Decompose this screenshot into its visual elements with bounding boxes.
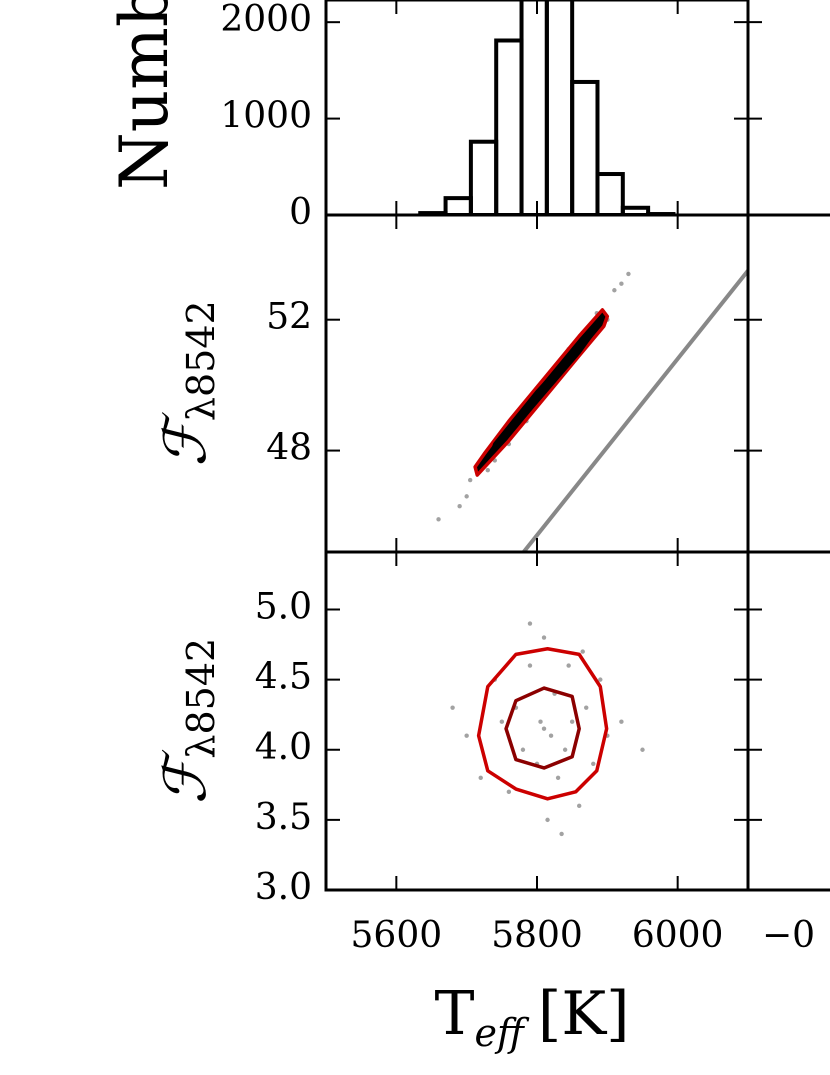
scatter-point xyxy=(584,705,589,710)
plot-area xyxy=(450,621,645,837)
y-tick-label: 52 xyxy=(266,297,312,338)
histogram-bar xyxy=(570,79,600,215)
right-x-tick-label: −0 xyxy=(762,915,815,956)
y-axis-label: ℱλ8542 xyxy=(151,638,222,804)
plot-area xyxy=(436,269,748,552)
y-tick-label: 4.0 xyxy=(255,727,312,768)
scatter-point xyxy=(626,271,631,277)
scatter-point xyxy=(545,817,550,823)
scatter-point xyxy=(598,677,603,682)
histogram-bar xyxy=(494,38,524,215)
panel-frame xyxy=(324,0,750,217)
scatter-point xyxy=(612,288,617,293)
scatter-point xyxy=(499,719,505,724)
scatter-point xyxy=(506,789,512,795)
panel-frame xyxy=(324,550,750,892)
scatter-point xyxy=(640,747,645,752)
y-tick-label: 2000 xyxy=(220,0,312,40)
y-axis-label: ℱλ8542 xyxy=(151,300,222,466)
x-tick-label: 5600 xyxy=(351,915,443,956)
plot-area xyxy=(418,0,676,215)
x-axis-label-sub: eff xyxy=(474,1011,529,1055)
histogram-bar xyxy=(468,139,499,215)
histogram-bar xyxy=(595,172,625,215)
scatter-point xyxy=(541,635,547,640)
histogram-bar xyxy=(544,0,575,215)
x-axis-label-unit: [K] xyxy=(538,979,630,1049)
histogram-bar xyxy=(519,0,549,215)
x-tick-label: 6000 xyxy=(632,915,724,956)
scatter-point xyxy=(467,477,473,483)
right-column-frame xyxy=(748,213,830,892)
y-axis-label: Number xyxy=(106,0,183,190)
scatter-point xyxy=(619,281,624,286)
scatter-point xyxy=(580,649,585,654)
contour xyxy=(504,686,581,770)
scatter-point xyxy=(538,719,543,724)
x-axis-label-main: T xyxy=(434,979,474,1049)
scatter-point xyxy=(577,803,582,809)
scatter-point xyxy=(527,621,533,626)
scatter-point xyxy=(464,733,469,738)
scatter-point xyxy=(457,503,462,509)
scatter-point xyxy=(569,719,575,724)
scatter-point xyxy=(566,663,571,668)
scatter-point xyxy=(619,719,624,724)
scatter-point xyxy=(485,468,490,473)
scatter-point xyxy=(464,494,469,499)
y-tick-label: 4.5 xyxy=(255,657,312,698)
y-tick-label: 1000 xyxy=(220,96,312,137)
contour xyxy=(476,647,609,801)
histogram-bar xyxy=(620,205,651,215)
x-tick-label: 5800 xyxy=(491,915,583,956)
scatter-point xyxy=(541,726,547,731)
y-tick-label: 3.5 xyxy=(255,797,312,838)
scatter-point xyxy=(591,761,596,766)
reference-line xyxy=(522,269,748,552)
scatter-point xyxy=(478,775,483,781)
scatter-point xyxy=(527,663,533,668)
y-axis-label-sub: λ8542 xyxy=(179,638,223,759)
y-tick-label: 3.0 xyxy=(255,867,312,908)
scatter-point xyxy=(562,747,568,752)
scatter-point xyxy=(520,747,526,752)
y-tick-label: 5.0 xyxy=(255,587,312,628)
scatter-point xyxy=(555,775,561,781)
contour xyxy=(489,331,596,456)
panel-frame xyxy=(324,213,750,554)
histogram-bar xyxy=(443,196,473,215)
y-axis-label-sub: λ8542 xyxy=(179,300,223,421)
y-tick-label: 48 xyxy=(266,428,312,469)
scatter-point xyxy=(548,733,554,738)
scatter-point xyxy=(559,831,564,837)
scatter-point xyxy=(436,517,441,522)
y-tick-label: 0 xyxy=(289,192,312,233)
x-axis-label: Teff [K] xyxy=(434,979,629,1055)
scatter-point xyxy=(450,705,455,710)
